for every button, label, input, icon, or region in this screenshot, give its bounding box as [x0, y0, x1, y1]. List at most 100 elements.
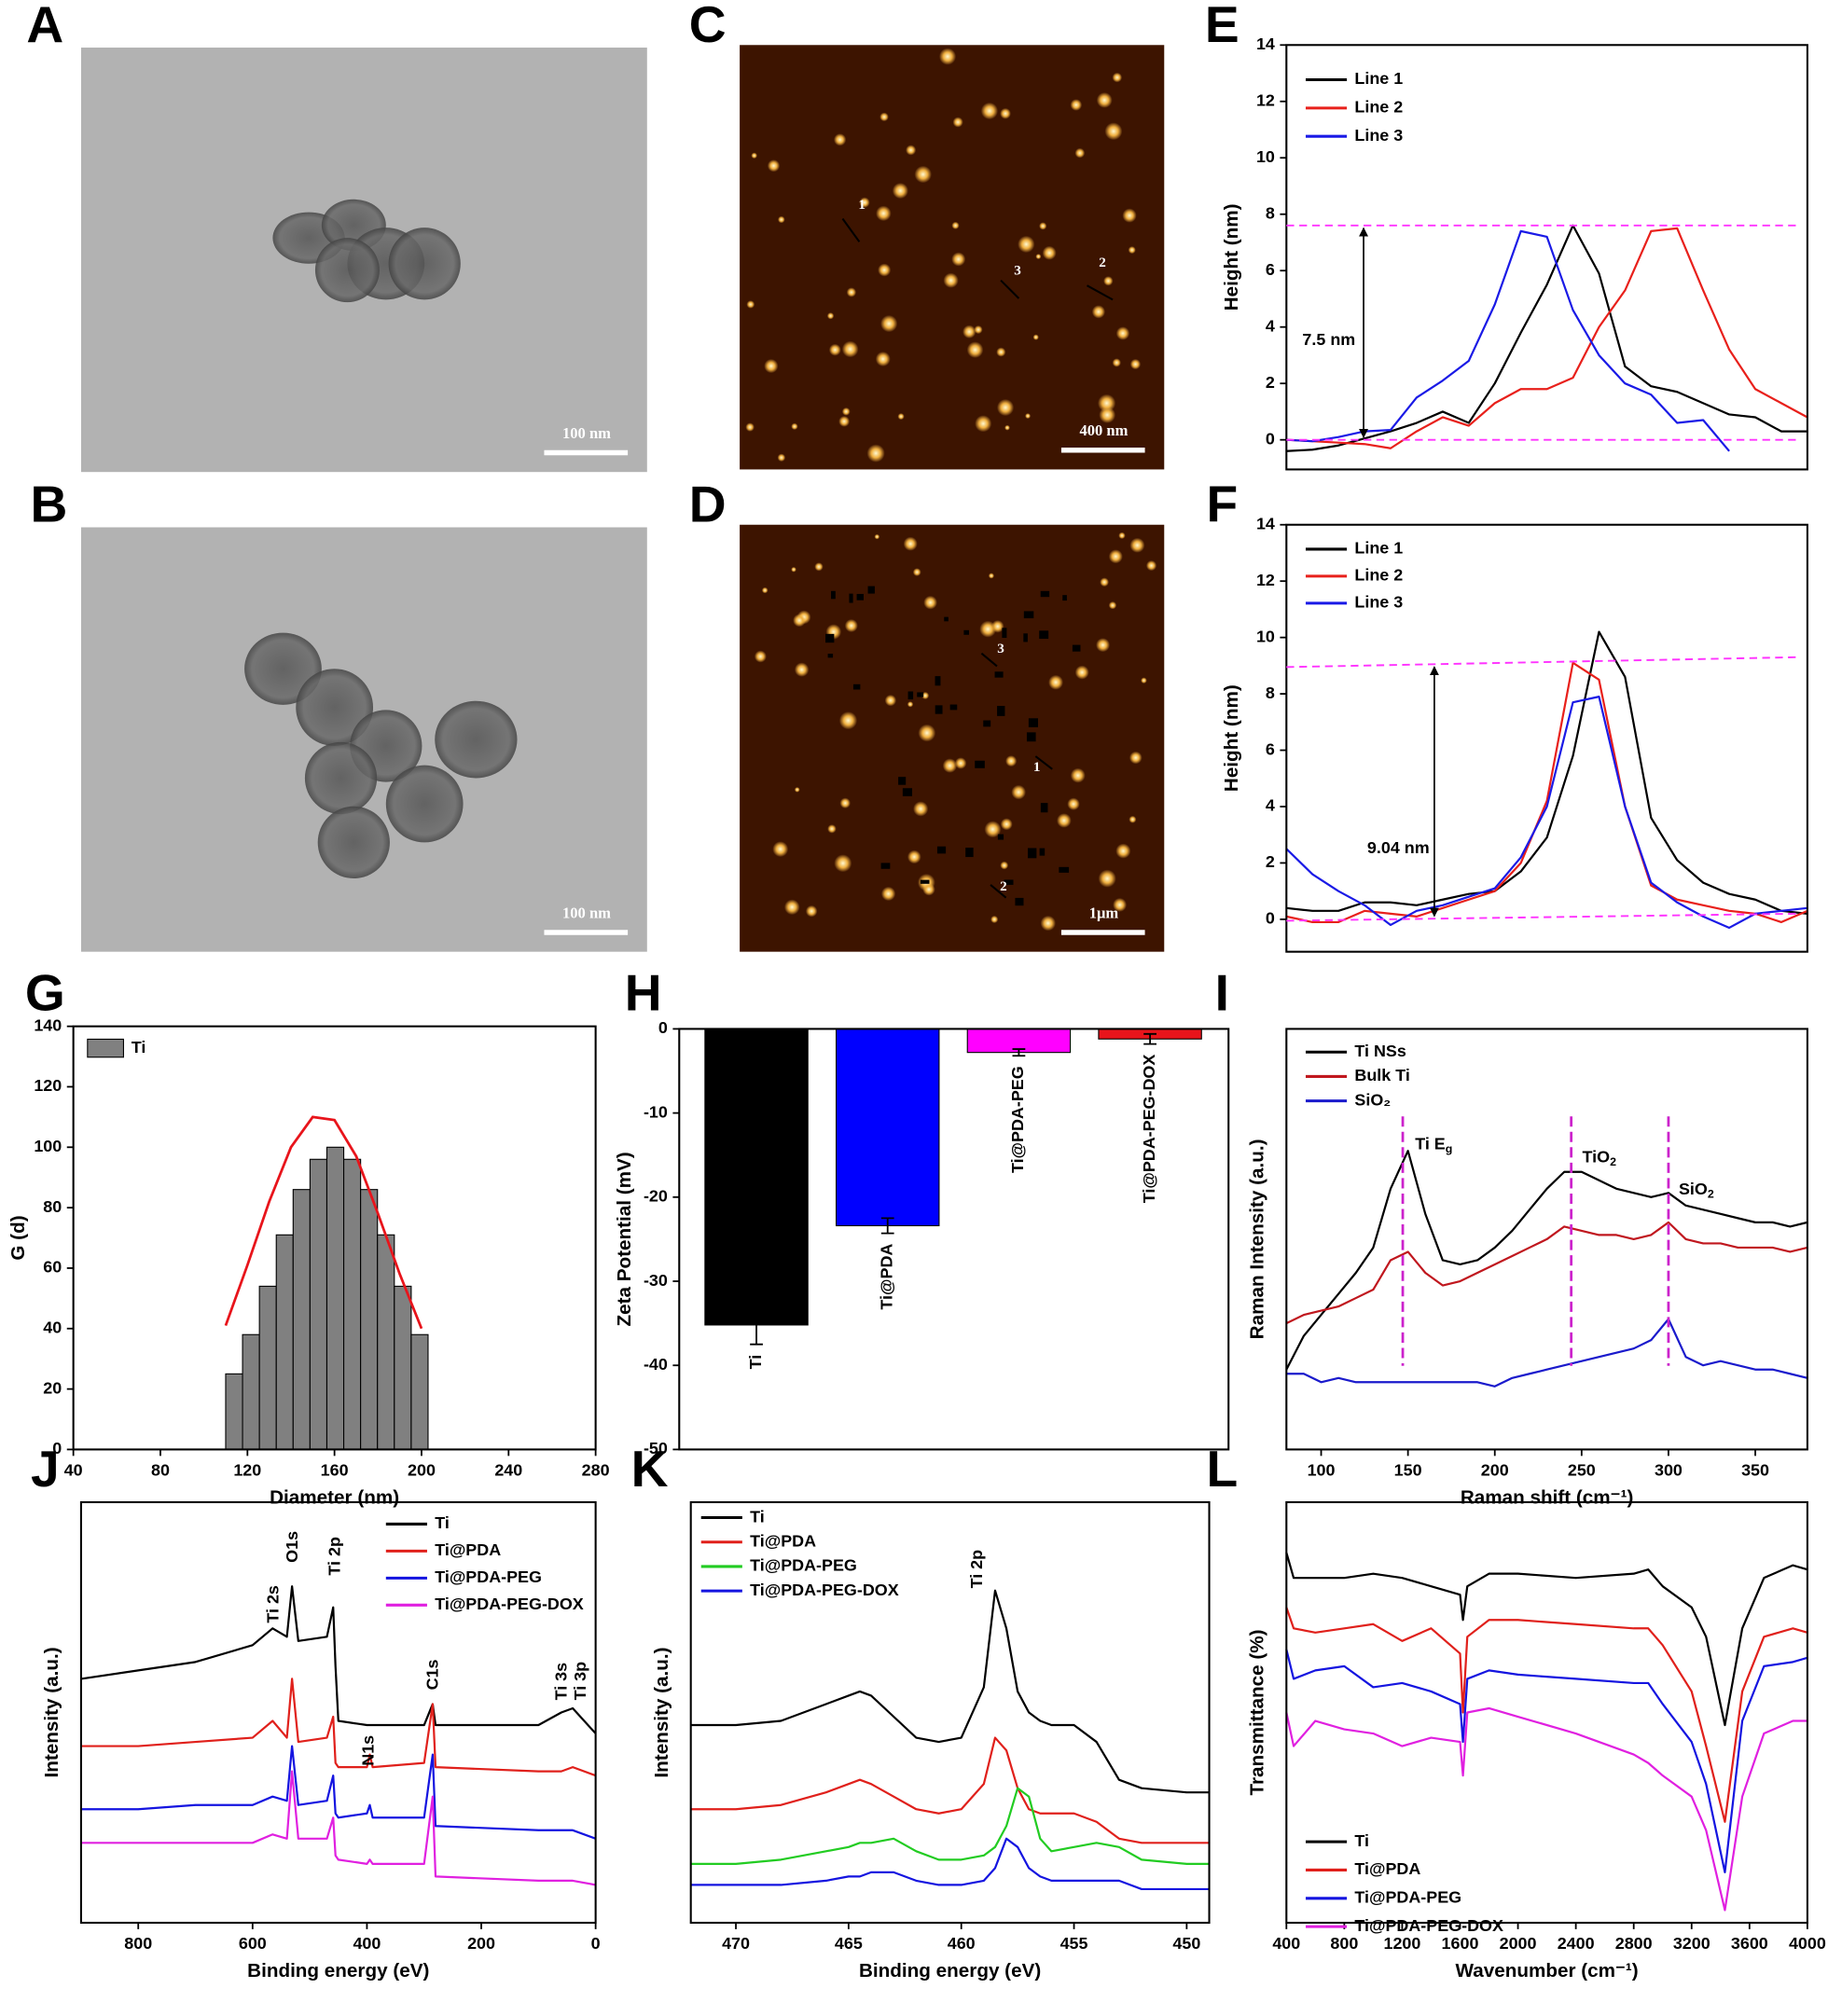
reference-line: [1286, 912, 1797, 922]
legend-label: SiO₂: [1354, 1090, 1391, 1109]
line-series: [1286, 630, 1808, 915]
afm-spot: [745, 422, 755, 432]
y-tick-label: 140: [34, 1015, 62, 1034]
x-tick-label: 2800: [1615, 1934, 1653, 1953]
afm-pit: [902, 788, 913, 796]
afm-spot: [1000, 818, 1013, 831]
y-tick-label: 60: [43, 1258, 62, 1277]
afm-spot: [841, 407, 851, 416]
x-tick-label: 460: [948, 1934, 976, 1953]
plot-frame: [678, 1028, 1230, 1451]
legend-label: Line 2: [1354, 566, 1403, 585]
annotation: Ti 3s: [552, 1663, 571, 1701]
afm-spot: [846, 287, 857, 297]
y-tick-label: 0: [1266, 429, 1275, 448]
image-panel: 1 3 2 400 nm: [740, 45, 1165, 470]
annotation-subscript: 2: [1610, 1155, 1616, 1168]
x-tick-label: 400: [353, 1934, 381, 1953]
line-series: [1285, 1706, 1807, 1912]
afm-spot: [897, 413, 905, 421]
category-label: Ti@PDA-PEG-DOX: [1140, 1055, 1158, 1204]
x-tick-label: 455: [1060, 1934, 1088, 1953]
afm-spot: [996, 398, 1015, 417]
afm-spot: [1096, 92, 1113, 108]
legend-label: Ti: [132, 1038, 146, 1056]
afm-spot: [880, 886, 896, 902]
legend-label: Ti@PDA-PEG-DOX: [1354, 1916, 1503, 1935]
afm-pit: [935, 676, 941, 686]
afm-pit: [936, 846, 947, 854]
afm-spot: [866, 444, 885, 463]
y-tick-label: 80: [43, 1197, 62, 1216]
line-series: [1285, 1607, 1808, 1823]
legend-label: Ti: [1354, 1831, 1369, 1850]
line-series: [1286, 661, 1808, 924]
afm-pit: [898, 777, 907, 785]
afm-spot: [767, 159, 781, 173]
afm-pit: [975, 760, 985, 768]
afm-spot: [907, 701, 914, 708]
afm-spot: [1018, 235, 1035, 254]
category-label: Ti@PDA-PEG: [1008, 1066, 1027, 1173]
histogram-bar: [360, 1189, 379, 1450]
image-panel: 100 nm: [80, 527, 647, 952]
afm-spot: [841, 340, 859, 358]
y-axis-label: Height (nm): [1221, 684, 1242, 792]
afm-spot: [791, 422, 798, 430]
afm-spot: [952, 117, 963, 128]
plot-frame: [1285, 1028, 1808, 1451]
afm-spot: [1122, 208, 1137, 223]
afm-spot: [966, 341, 984, 358]
scale-bar-label: 1μm: [1089, 904, 1119, 921]
afm-pit: [997, 834, 1004, 840]
image-panel: 3 1 2 1μm: [740, 524, 1165, 952]
afm-spot: [974, 324, 983, 335]
histogram-bar: [225, 1373, 243, 1450]
x-tick-label: 160: [321, 1461, 349, 1480]
profile-line: [980, 652, 998, 668]
legend-label: Ti: [750, 1507, 765, 1526]
y-tick-label: 10: [1256, 627, 1275, 645]
y-tick-label: 0: [52, 1439, 62, 1457]
y-tick-label: 4: [1266, 316, 1275, 335]
line-series: [80, 1770, 596, 1886]
y-tick-label: 20: [43, 1378, 62, 1397]
afm-pit: [963, 629, 969, 635]
x-tick-label: 1600: [1442, 1934, 1479, 1953]
afm-spot: [746, 300, 755, 309]
afm-spot: [914, 165, 932, 184]
particle: [304, 741, 378, 815]
afm-spot: [1005, 755, 1018, 767]
plot-frame: [1285, 523, 1808, 953]
y-tick-label: -40: [644, 1355, 668, 1374]
afm-spot: [1115, 326, 1130, 340]
particle: [317, 806, 390, 879]
afm-spot: [838, 415, 851, 427]
afm-spot: [906, 145, 917, 156]
histogram-bar: [275, 1234, 294, 1450]
x-tick-label: 4000: [1789, 1934, 1826, 1953]
afm-pit: [1059, 866, 1070, 873]
afm-pit: [1040, 803, 1048, 813]
panel-letter: L: [1206, 1440, 1238, 1498]
afm-pit: [920, 879, 930, 884]
afm-pit: [997, 706, 1005, 716]
y-tick-label: -50: [644, 1439, 668, 1457]
panel-letter: H: [625, 964, 662, 1022]
afm-spot: [791, 566, 796, 573]
afm-pit: [917, 692, 924, 697]
afm-spot: [1129, 751, 1142, 765]
x-tick-label: 100: [1308, 1461, 1336, 1480]
category-label: Ti@PDA: [877, 1244, 895, 1310]
panel-letter: C: [689, 0, 727, 53]
afm-spot: [907, 849, 921, 864]
x-tick-label: 400: [1272, 1934, 1300, 1953]
afm-spot: [1108, 601, 1117, 610]
afm-spot: [1112, 72, 1123, 83]
afm-spot: [878, 263, 892, 277]
afm-pit: [1004, 879, 1014, 885]
afm-pit: [1028, 848, 1037, 859]
afm-spot: [777, 215, 785, 224]
legend-label: Line 3: [1354, 593, 1403, 612]
annotation: N1s: [359, 1735, 378, 1766]
